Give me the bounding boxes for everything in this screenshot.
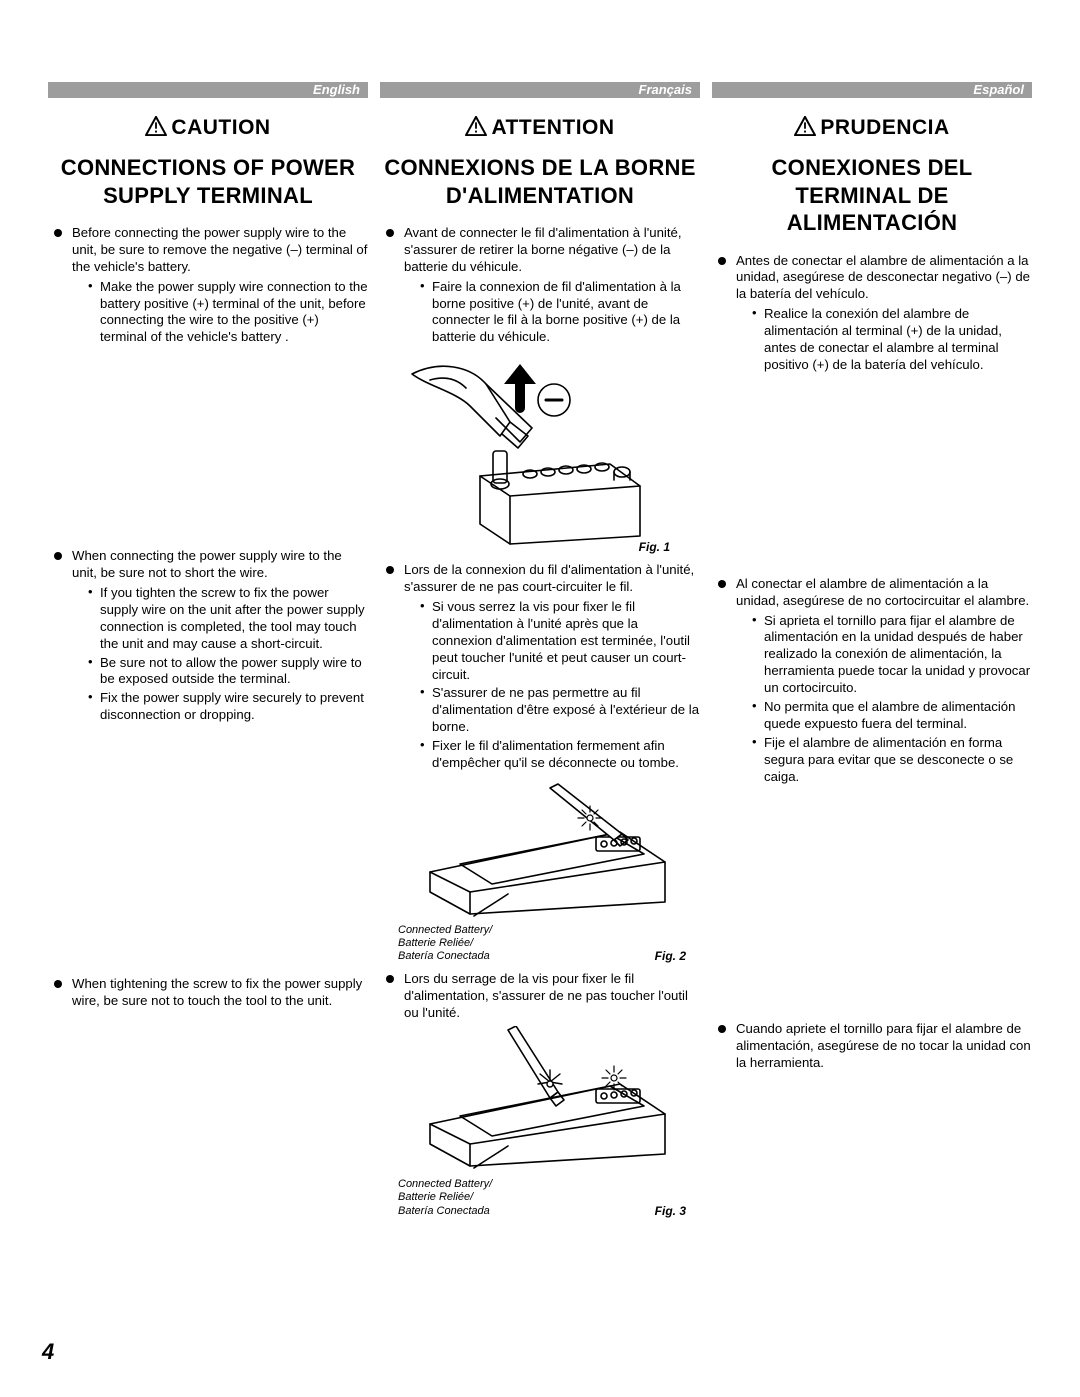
- es-p2-text: Al conectar el alambre de alimentación a…: [736, 576, 1029, 608]
- figure-2: Connected Battery/ Batterie Reliée/ Bate…: [380, 782, 700, 964]
- warning-triangle-icon: [465, 116, 487, 136]
- fr-p2-sub3: Fixer le fil d'alimentation fermement af…: [420, 738, 700, 772]
- attention-label: ATTENTION: [491, 116, 614, 139]
- figure-3-illustration: [400, 1026, 680, 1176]
- figure-1-illustration: [400, 356, 680, 546]
- lang-bar-spanish: Español: [712, 82, 1032, 98]
- figure-2-caption: Connected Battery/ Batterie Reliée/ Bate…: [398, 924, 655, 964]
- es-p1-sub1: Realice la conexión del alambre de alime…: [752, 306, 1032, 374]
- es-p1-text: Antes de conectar el alambre de alimenta…: [736, 253, 1030, 302]
- section-title-en: CONNECTIONS OF POWER SUPPLY TERMINAL: [48, 154, 368, 209]
- es-p2-sub1: Si aprieta el tornillo para fijar el ala…: [752, 613, 1032, 697]
- fr-p1-text: Avant de connecter le fil d'alimentation…: [404, 225, 682, 274]
- en-p2-sub3: Fix the power supply wire securely to pr…: [88, 690, 368, 724]
- warning-triangle-icon: [794, 116, 816, 136]
- column-english: CAUTION CONNECTIONS OF POWER SUPPLY TERM…: [48, 116, 368, 1226]
- en-block-3: When tightening the screw to fix the pow…: [48, 976, 368, 1010]
- language-header-row: English Français Español: [48, 82, 1032, 98]
- caution-heading-en: CAUTION: [48, 116, 368, 140]
- en-p2-sub2: Be sure not to allow the power supply wi…: [88, 655, 368, 689]
- en-p3: When tightening the screw to fix the pow…: [54, 976, 368, 1010]
- column-french: ATTENTION CONNEXIONS DE LA BORNE D'ALIME…: [380, 116, 700, 1226]
- es-block-3: Cuando apriete el tornillo para fijar el…: [712, 1021, 1032, 1072]
- en-p1-text: Before connecting the power supply wire …: [72, 225, 367, 274]
- en-p1: Before connecting the power supply wire …: [54, 225, 368, 346]
- fr-p2-sub1: Si vous serrez la vis pour fixer le fil …: [420, 599, 700, 683]
- lang-bar-french: Français: [380, 82, 700, 98]
- en-p1-sub1: Make the power supply wire connection to…: [88, 279, 368, 347]
- en-p2: When connecting the power supply wire to…: [54, 548, 368, 724]
- lang-bar-english: English: [48, 82, 368, 98]
- caution-label: CAUTION: [171, 116, 270, 139]
- en-p2-text: When connecting the power supply wire to…: [72, 548, 342, 580]
- section-title-es: CONEXIONES DEL TERMINAL DE ALIMENTACIÓN: [712, 154, 1032, 237]
- fr-p3: Lors du serrage de la vis pour fixer le …: [386, 971, 700, 1022]
- figure-2-label: Fig. 2: [655, 949, 686, 963]
- fr-p1-sub1: Faire la connexion de fil d'alimentation…: [420, 279, 700, 347]
- figure-3: Connected Battery/ Batterie Reliée/ Bate…: [380, 1026, 700, 1218]
- fr-p1: Avant de connecter le fil d'alimentation…: [386, 225, 700, 346]
- fr-block-2: Lors de la connexion du fil d'alimentati…: [380, 562, 700, 772]
- es-p2-sub2: No permita que el alambre de alimentació…: [752, 699, 1032, 733]
- figure-2-illustration: [400, 782, 680, 922]
- es-block-1: Antes de conectar el alambre de alimenta…: [712, 253, 1032, 374]
- es-p2-sub3: Fije el alambre de alimentación en forma…: [752, 735, 1032, 786]
- es-p1: Antes de conectar el alambre de alimenta…: [718, 253, 1032, 374]
- es-p2: Al conectar el alambre de alimentación a…: [718, 576, 1032, 786]
- figure-3-caption: Connected Battery/ Batterie Reliée/ Bate…: [398, 1178, 655, 1218]
- fr-block-1: Avant de connecter le fil d'alimentation…: [380, 225, 700, 346]
- column-spanish: PRUDENCIA CONEXIONES DEL TERMINAL DE ALI…: [712, 116, 1032, 1226]
- en-block-1: Before connecting the power supply wire …: [48, 225, 368, 346]
- figure-1: Fig. 1: [380, 356, 700, 554]
- es-p3: Cuando apriete el tornillo para fijar el…: [718, 1021, 1032, 1072]
- section-title-fr: CONNEXIONS DE LA BORNE D'ALIMENTATION: [380, 154, 700, 209]
- page-number: 4: [42, 1339, 54, 1365]
- fr-p2-sub2: S'assurer de ne pas permettre au fil d'a…: [420, 685, 700, 736]
- en-p2-sub1: If you tighten the screw to fix the powe…: [88, 585, 368, 653]
- warning-triangle-icon: [145, 116, 167, 136]
- fr-p2-text: Lors de la connexion du fil d'alimentati…: [404, 562, 694, 594]
- prudencia-label: PRUDENCIA: [820, 116, 949, 139]
- prudencia-heading-es: PRUDENCIA: [712, 116, 1032, 140]
- attention-heading-fr: ATTENTION: [380, 116, 700, 140]
- es-block-2: Al conectar el alambre de alimentación a…: [712, 576, 1032, 786]
- fr-p2: Lors de la connexion du fil d'alimentati…: [386, 562, 700, 772]
- en-block-2: When connecting the power supply wire to…: [48, 548, 368, 724]
- fr-block-3: Lors du serrage de la vis pour fixer le …: [380, 971, 700, 1022]
- figure-3-label: Fig. 3: [655, 1204, 686, 1218]
